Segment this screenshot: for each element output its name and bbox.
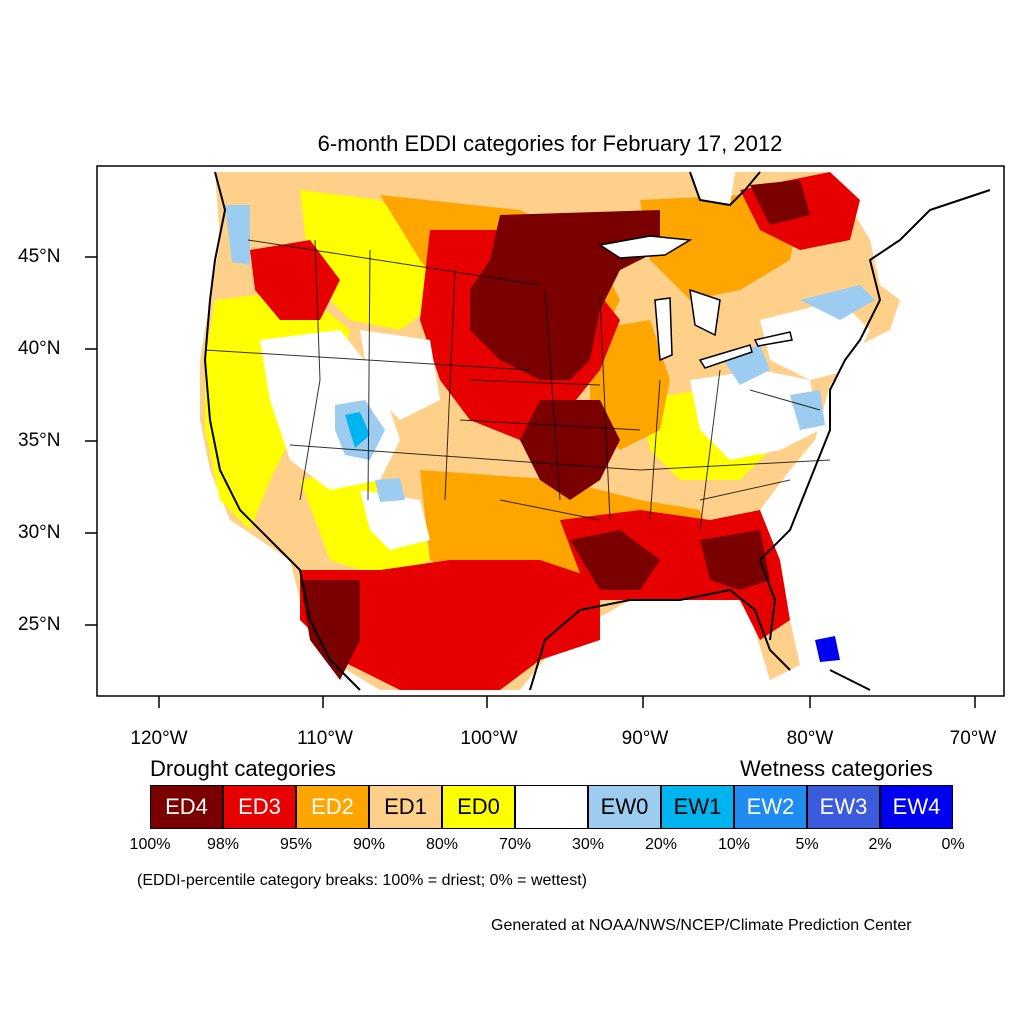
lat-label-40n: 40°N — [18, 338, 61, 359]
axis-ticks — [85, 256, 976, 708]
percentile-label: 80% — [425, 836, 459, 853]
lake-superior — [598, 235, 693, 259]
percentile-label: 5% — [795, 836, 819, 853]
lake-erie — [698, 344, 753, 369]
lat-label-45n: 45°N — [18, 246, 61, 267]
ed4-canada — [750, 180, 810, 225]
state-boundaries — [204, 239, 831, 531]
ew0-northeast-coast — [800, 285, 875, 320]
near-normal-new-mexico — [360, 490, 430, 550]
category-note: (EDDI-percentile category breaks: 100% =… — [137, 872, 587, 889]
legend-box-ew2: EW2 — [734, 785, 807, 829]
legend-box-ew1: EW1 — [661, 785, 734, 829]
drought-heading: Drought categories — [150, 756, 336, 781]
legend-box-ew3: EW3 — [807, 785, 880, 829]
credit-line: Generated at NOAA/NWS/NCEP/Climate Predi… — [491, 917, 912, 934]
ed4-texas — [300, 580, 360, 680]
legend-box-ew0: EW0 — [588, 785, 661, 829]
percentile-label: 10% — [717, 836, 751, 853]
legend-box-ed1: ED1 — [369, 785, 442, 829]
lat-label-35n: 35°N — [18, 430, 61, 451]
wetness-heading: Wetness categories — [740, 756, 933, 781]
ew0-arizona — [375, 478, 405, 502]
lon-label-110w: 110°W — [297, 728, 353, 749]
lon-label-90w: 90°W — [621, 728, 669, 749]
percentile-label: 20% — [644, 836, 678, 853]
coastlines — [203, 171, 991, 691]
lon-label-100w: 100°W — [460, 728, 518, 749]
ed4-gulf — [570, 530, 660, 590]
near-normal-northeast — [760, 300, 870, 380]
percentile-label: 90% — [352, 836, 386, 853]
percentile-label: 2% — [868, 836, 892, 853]
legend-box-ed0: ED0 — [442, 785, 515, 829]
lon-label-120w: 120°W — [130, 728, 188, 749]
legend-box-normal — [515, 785, 588, 829]
percentile-label: 0% — [941, 836, 965, 853]
ed3-texas — [300, 560, 600, 690]
ed2-midwest — [590, 320, 670, 450]
near-normal-colorado — [360, 330, 440, 420]
percentile-label: 95% — [279, 836, 313, 853]
legend-box-ed2: ED2 — [296, 785, 369, 829]
near-normal-ohio — [690, 370, 820, 460]
lon-label-70w: 70°W — [949, 728, 997, 749]
percentile-label: 30% — [571, 836, 605, 853]
ew2-colorado — [345, 412, 370, 448]
ed4-southeast — [700, 530, 770, 590]
ew4-bahamas — [815, 636, 840, 662]
lon-label-80w: 80°W — [786, 728, 834, 749]
lat-label-30n: 30°N — [18, 522, 61, 543]
map-frame — [96, 165, 1005, 697]
percentile-label: 98% — [206, 836, 240, 853]
percentile-label: 70% — [498, 836, 532, 853]
lake-ontario — [753, 331, 793, 347]
ew0-washington — [225, 205, 250, 265]
lat-label-25n: 25°N — [18, 614, 61, 635]
legend-box-ed3: ED3 — [223, 785, 296, 829]
map-title: 6-month EDDI categories for February 17,… — [317, 131, 783, 156]
percentile-label: 100% — [129, 836, 171, 853]
ew0-mid-atlantic — [790, 390, 825, 430]
legend-box-ew4: EW4 — [880, 785, 953, 829]
lake-huron — [689, 288, 721, 337]
legend-box-ed4: ED4 — [150, 785, 223, 829]
hudson-bay-shore — [690, 172, 735, 205]
lake-michigan — [654, 297, 673, 362]
